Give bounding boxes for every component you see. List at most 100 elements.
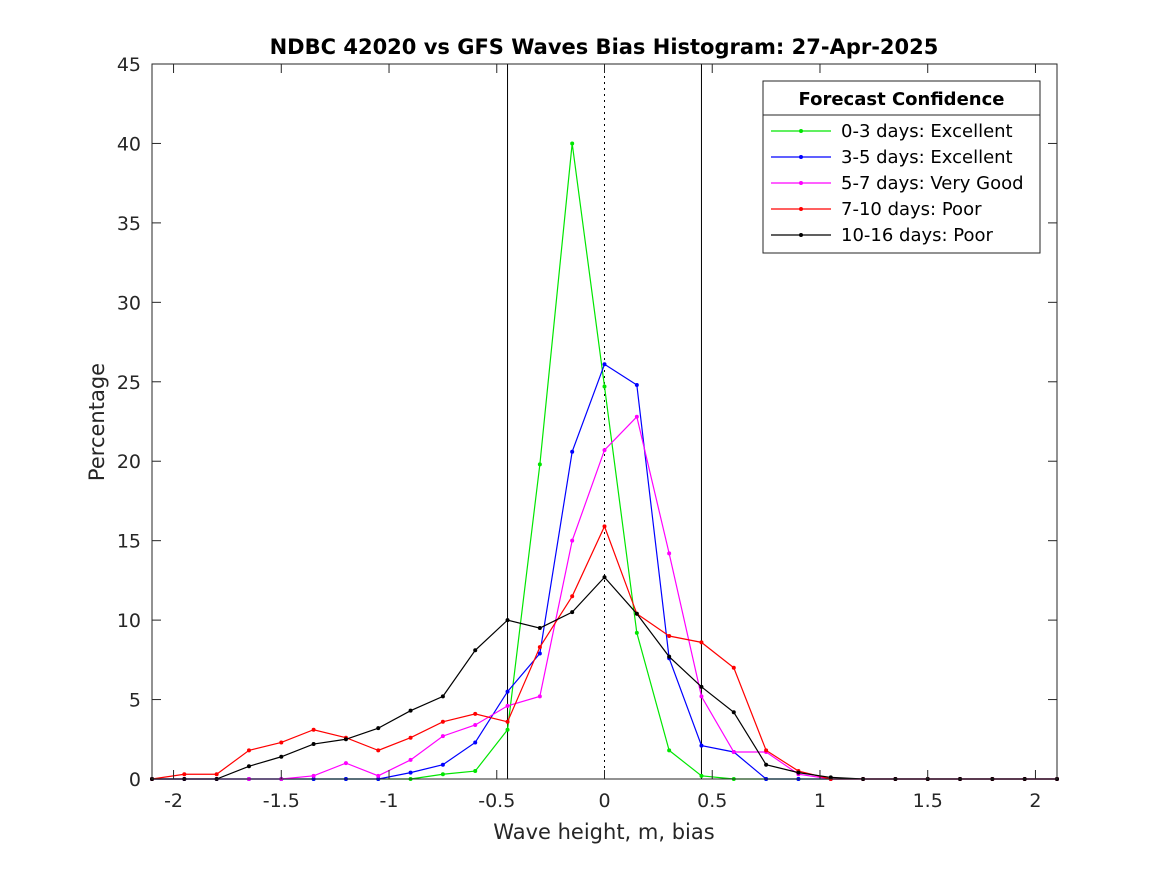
legend-swatch-marker <box>799 207 803 211</box>
series-point-3-12 <box>537 645 542 650</box>
legend-title: Forecast Confidence <box>799 89 1005 110</box>
series-point-3-17 <box>699 640 704 645</box>
series-point-3-11 <box>505 719 510 724</box>
series-point-2-12 <box>537 694 542 699</box>
x-tick-label: 0 <box>598 790 610 812</box>
series-point-3-5 <box>311 727 316 732</box>
series-point-2-14 <box>602 448 607 453</box>
series-point-1-14 <box>602 362 607 367</box>
legend: Forecast Confidence 0-3 days: Excellent 3-… <box>762 80 1041 254</box>
series-point-2-7 <box>376 773 381 778</box>
series-point-4-3 <box>246 764 251 769</box>
series-point-1-11 <box>505 689 510 694</box>
x-tick-label: 1 <box>814 790 826 812</box>
series-point-3-7 <box>376 748 381 753</box>
series-point-2-13 <box>570 538 575 543</box>
series-point-3-16 <box>667 634 672 638</box>
y-tick-label: 20 <box>117 451 141 473</box>
series-point-2-11 <box>505 703 510 708</box>
legend-swatch-marker <box>799 155 803 159</box>
y-tick-label: 15 <box>117 531 141 553</box>
series-point-3-13 <box>570 594 575 599</box>
series-point-3-2 <box>214 772 219 777</box>
legend-entry-label: 7-10 days: Poor <box>841 199 982 220</box>
series-point-2-10 <box>473 722 478 727</box>
series-point-4-12 <box>537 626 542 631</box>
series-point-0-14 <box>602 384 607 389</box>
series-point-4-20 <box>796 770 801 775</box>
x-tick-label: 2 <box>1029 790 1041 812</box>
x-tick-label: -1 <box>380 790 399 812</box>
series-point-4-14 <box>602 575 607 580</box>
y-axis-label: Percentage <box>85 363 109 481</box>
series-point-4-18 <box>731 710 736 715</box>
series-point-0-15 <box>634 630 639 635</box>
y-tick-label: 30 <box>117 292 141 314</box>
y-tick-label: 5 <box>129 690 141 712</box>
series-point-4-5 <box>311 742 316 747</box>
series-point-4-16 <box>667 654 672 659</box>
series-point-3-10 <box>473 711 478 716</box>
series-point-3-19 <box>764 748 769 753</box>
series-point-2-15 <box>634 414 639 419</box>
series-point-0-9 <box>440 772 445 777</box>
x-tick-label: 0.5 <box>697 790 727 812</box>
series-point-1-15 <box>634 382 639 387</box>
series-point-4-6 <box>343 737 348 742</box>
legend-box <box>762 80 1041 254</box>
series-point-2-6 <box>343 761 348 766</box>
series-point-3-14 <box>602 524 607 529</box>
legend-swatch-marker <box>799 233 803 237</box>
series-point-0-13 <box>570 141 575 146</box>
chart-title: NDBC 42020 vs GFS Waves Bias Histogram: … <box>270 35 939 59</box>
series-point-4-7 <box>376 726 381 731</box>
series-point-1-9 <box>440 762 445 767</box>
x-tick-label: -0.5 <box>478 790 515 812</box>
series-point-0-12 <box>537 462 542 467</box>
series-point-3-8 <box>408 735 413 740</box>
legend-entry-label: 3-5 days: Excellent <box>841 147 1013 168</box>
x-tick-label: -1.5 <box>263 790 300 812</box>
series-point-1-12 <box>537 651 542 656</box>
series-point-0-16 <box>667 748 672 753</box>
y-tick-label: 40 <box>117 133 141 155</box>
x-axis-label: Wave height, m, bias <box>493 820 714 844</box>
series-point-1-17 <box>699 743 704 748</box>
series-point-3-3 <box>246 748 251 753</box>
series-point-2-16 <box>667 551 672 556</box>
series-point-4-10 <box>473 648 478 653</box>
series-point-1-10 <box>473 740 478 745</box>
series-point-2-5 <box>311 773 316 778</box>
series-point-0-10 <box>473 769 478 774</box>
x-tick-label: -2 <box>164 790 183 812</box>
series-point-4-19 <box>764 762 769 767</box>
series-point-4-17 <box>699 684 704 689</box>
series-point-4-11 <box>505 618 510 623</box>
series-point-4-9 <box>440 694 445 699</box>
legend-entry-label: 5-7 days: Very Good <box>841 173 1024 194</box>
series-point-4-4 <box>279 754 284 759</box>
series-point-0-11 <box>505 727 510 732</box>
series-point-4-8 <box>408 708 413 713</box>
series-point-4-15 <box>634 611 639 616</box>
series-point-3-1 <box>182 772 187 777</box>
series-point-3-18 <box>731 665 736 670</box>
x-tick-label: 1.5 <box>913 790 943 812</box>
legend-swatch-marker <box>799 181 803 185</box>
series-point-1-8 <box>408 770 413 775</box>
legend-entry-label: 0-3 days: Excellent <box>841 121 1013 142</box>
series-point-4-21 <box>828 775 833 780</box>
series-point-2-18 <box>731 749 736 754</box>
legend-swatch-marker <box>799 129 803 133</box>
series-point-2-17 <box>699 694 704 699</box>
legend-entry-label: 10-16 days: Poor <box>841 225 994 246</box>
series-point-4-13 <box>570 610 575 615</box>
series-point-0-17 <box>699 773 704 778</box>
series-point-3-4 <box>279 740 284 745</box>
y-tick-label: 25 <box>117 372 141 394</box>
series-point-2-9 <box>440 734 445 739</box>
series-point-2-8 <box>408 757 413 762</box>
y-tick-label: 45 <box>117 54 141 76</box>
y-tick-label: 0 <box>129 769 141 791</box>
